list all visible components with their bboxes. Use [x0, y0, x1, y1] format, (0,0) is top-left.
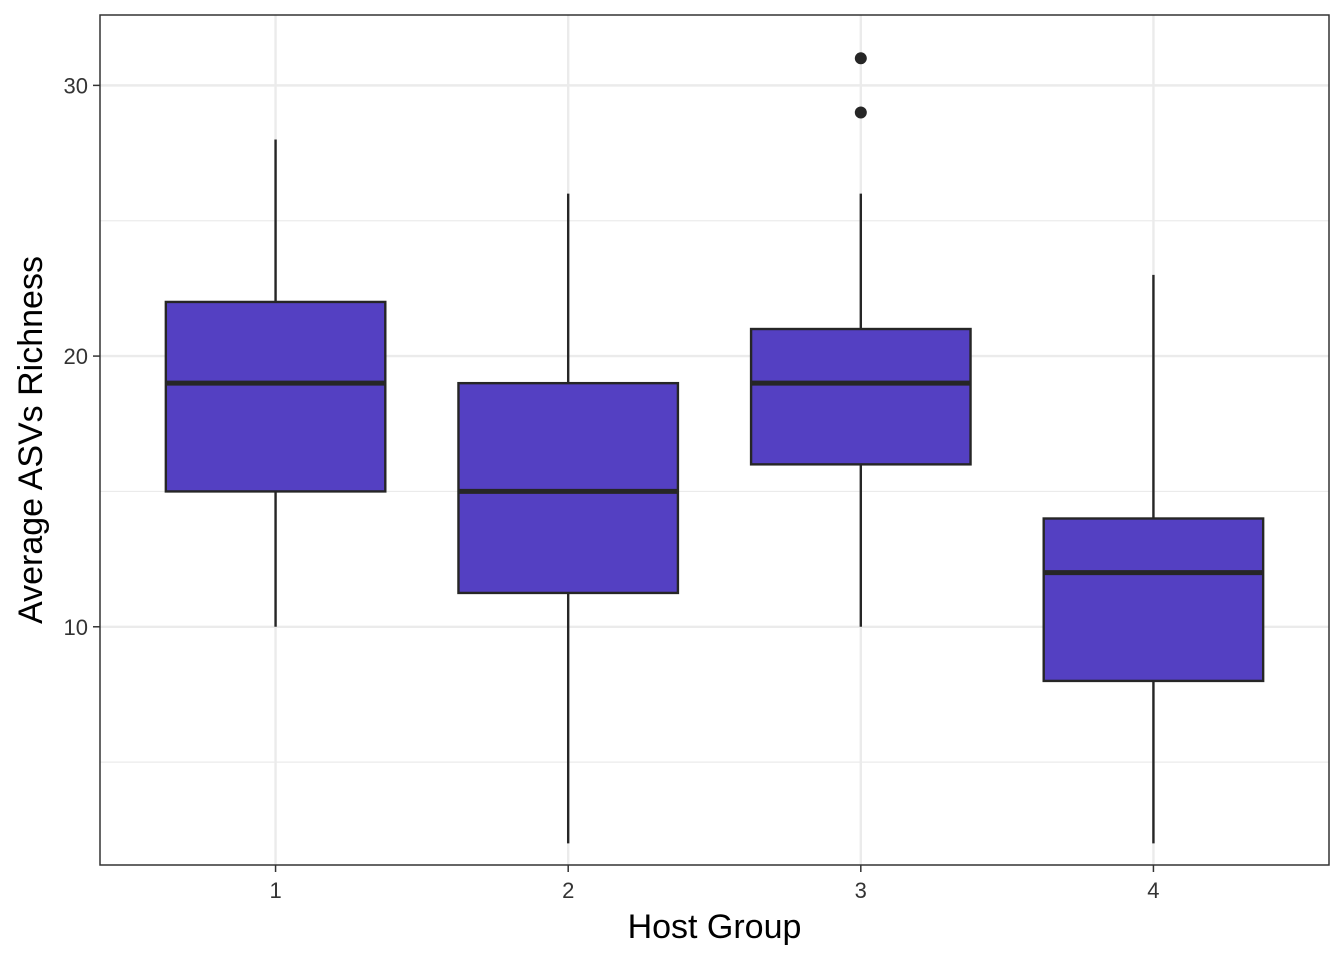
box-group-2 [457, 193, 680, 844]
box-group-4 [1042, 274, 1265, 844]
axes-layer: 10 20 30 1 2 3 4 [64, 73, 1160, 903]
y-tick-label: 30 [64, 73, 88, 98]
y-axis-title: Average ASVs Richness [12, 256, 50, 624]
boxes-layer [164, 52, 1265, 844]
x-tick-label: 3 [855, 878, 867, 903]
outlier-point [854, 106, 867, 119]
box-group-3 [749, 52, 972, 627]
y-tick-label: 20 [64, 344, 88, 369]
box-group-1 [164, 139, 387, 627]
x-tick-label: 2 [562, 878, 574, 903]
box [457, 381, 680, 595]
box [749, 327, 972, 466]
x-tick-label: 1 [269, 878, 281, 903]
y-tick-label: 10 [64, 615, 88, 640]
outlier-point [854, 52, 867, 65]
x-tick-label: 4 [1147, 878, 1159, 903]
box [1042, 517, 1265, 683]
panel-border [99, 14, 1330, 866]
x-axis-title: Host Group [628, 908, 802, 946]
box [164, 300, 387, 493]
